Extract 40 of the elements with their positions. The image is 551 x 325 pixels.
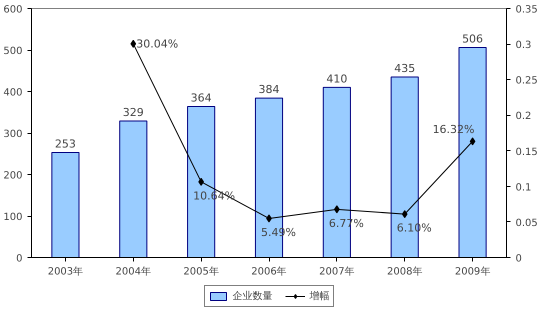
x-tick-label: 2008年 bbox=[386, 266, 422, 278]
point bbox=[130, 40, 136, 48]
data-label: 30.04% bbox=[136, 37, 178, 50]
data-label: 384 bbox=[258, 83, 280, 96]
y2-tick-label: 0.15 bbox=[516, 146, 538, 158]
x-tick-label: 2006年 bbox=[251, 266, 287, 278]
data-label: 435 bbox=[394, 62, 416, 75]
point bbox=[266, 214, 272, 222]
y-tick-label: 400 bbox=[3, 88, 23, 98]
y2-tick-label: 0.05 bbox=[516, 218, 538, 229]
data-label: 410 bbox=[326, 72, 348, 86]
data-label: 329 bbox=[122, 106, 144, 119]
x-tick-label: 2009年 bbox=[454, 266, 490, 278]
legend-label: 企业数量 bbox=[232, 290, 272, 303]
y2-tick-label: 0 bbox=[516, 254, 522, 264]
legend-label: 增幅 bbox=[310, 290, 330, 303]
x-tick-label: 2005年 bbox=[183, 266, 219, 278]
y-tick-label: 500 bbox=[3, 46, 23, 57]
y2-tick-label: 0.35 bbox=[516, 4, 538, 16]
point bbox=[470, 137, 476, 146]
y2-tick-label: 0.1 bbox=[516, 182, 532, 194]
x-tick-label: 2007年 bbox=[319, 266, 355, 278]
y2-tick-label: 0.3 bbox=[516, 40, 532, 52]
bar bbox=[119, 120, 148, 258]
point bbox=[402, 210, 408, 218]
y-tick-label: 600 bbox=[3, 4, 23, 16]
y-tick-label: 100 bbox=[3, 212, 23, 223]
data-label: 506 bbox=[462, 32, 484, 46]
data-label: 364 bbox=[190, 91, 212, 104]
point bbox=[334, 205, 340, 214]
y-tick-label: 200 bbox=[3, 170, 23, 182]
y-tick-label: 0 bbox=[16, 254, 23, 264]
data-label: 253 bbox=[54, 138, 76, 151]
x-tick-label: 2004年 bbox=[116, 266, 152, 278]
x-tick-label: 2003年 bbox=[48, 266, 84, 278]
point bbox=[198, 178, 204, 186]
y2-tick-label: 0.25 bbox=[516, 76, 538, 87]
y-tick-label: 300 bbox=[3, 129, 23, 140]
y2-tick-label: 0.2 bbox=[516, 111, 532, 122]
bar bbox=[51, 152, 80, 258]
